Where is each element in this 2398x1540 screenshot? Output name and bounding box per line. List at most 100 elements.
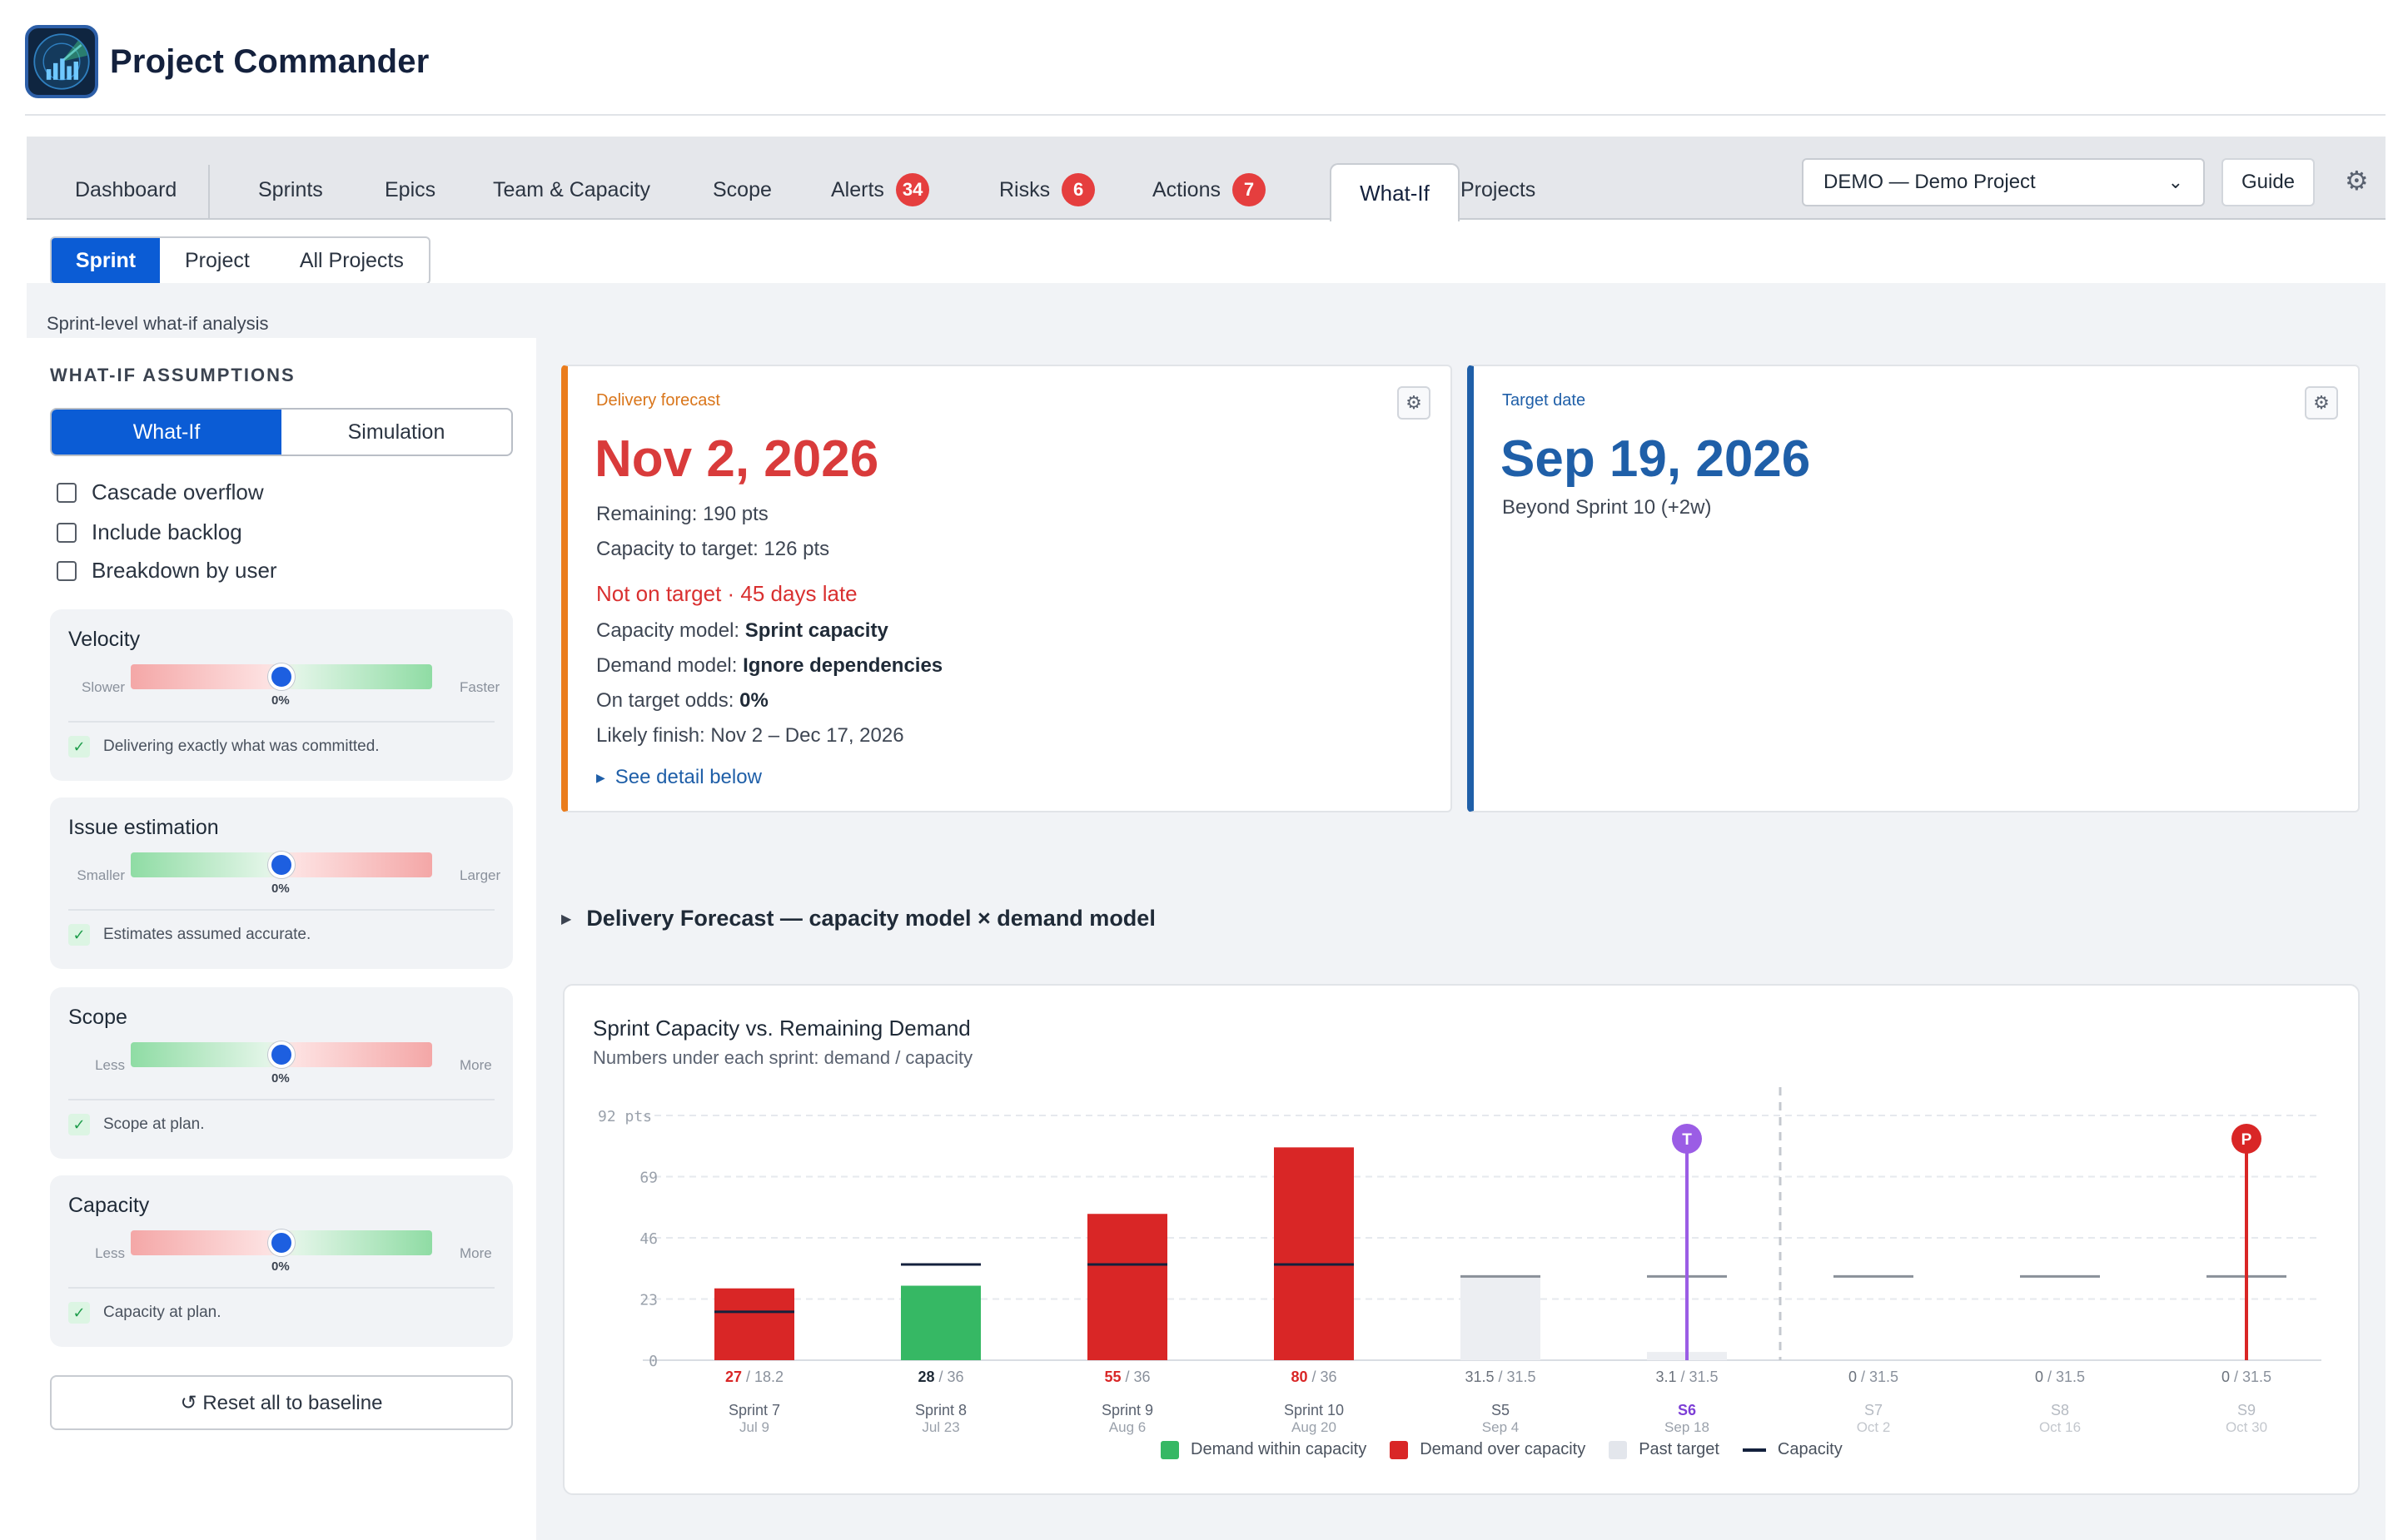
gear-icon[interactable]: ⚙	[1397, 386, 1430, 420]
tab-epics[interactable]: Epics	[385, 178, 435, 202]
tab-alerts[interactable]: Alerts 34	[831, 173, 930, 206]
target-date-card: ⚙ Target date Sep 19, 2026 Beyond Sprint…	[1467, 365, 2360, 812]
demand-capacity-label: 55 / 36	[1104, 1369, 1150, 1385]
legend-item-past: Past target	[1609, 1440, 1719, 1459]
legend-label: Demand within capacity	[1191, 1440, 1367, 1458]
checkbox-box[interactable]	[57, 522, 77, 543]
reset-baseline-button[interactable]: ↺ Reset all to baseline	[50, 1375, 513, 1430]
capacity-to-target-text: Capacity to target: 126 pts	[596, 538, 830, 560]
link-text: See detail below	[614, 766, 762, 788]
note-text: Scope at plan.	[103, 1115, 205, 1133]
assumptions-sidebar: WHAT-IF ASSUMPTIONS What-If Simulation C…	[27, 338, 536, 1540]
capacity-card: Capacity Less More 0% ✓ Capacity at plan.	[50, 1175, 513, 1347]
legend-swatch	[1742, 1448, 1766, 1452]
app-header: Project Commander	[25, 22, 430, 102]
sprint-date-label: Jul 9	[739, 1419, 769, 1435]
radar-chart-icon[interactable]	[25, 25, 98, 98]
mode-toggle: What-If Simulation	[50, 408, 513, 456]
gear-icon[interactable]: ⚙	[2305, 386, 2338, 420]
likely-finish-text: Likely finish: Nov 2 – Dec 17, 2026	[596, 724, 904, 747]
slider-value: 0%	[271, 693, 290, 708]
y-tick-label: 46	[639, 1230, 658, 1248]
odds-line: On target odds: 0%	[596, 689, 769, 713]
tab-label: Projects	[1460, 178, 1536, 201]
subtab-project[interactable]: Project	[185, 248, 250, 272]
see-detail-link[interactable]: ▶ See detail below	[596, 766, 762, 789]
check-icon: ✓	[68, 1302, 90, 1324]
demand-bar	[1087, 1214, 1167, 1360]
checkbox-label: Breakdown by user	[92, 558, 277, 583]
sprint-name-label: Sprint 8	[915, 1402, 967, 1418]
chart-subtitle: Numbers under each sprint: demand / capa…	[593, 1047, 973, 1068]
demand-bar	[714, 1288, 794, 1360]
breakdown-by-user-checkbox[interactable]: Breakdown by user	[57, 558, 277, 584]
delivery-forecast-section-toggle[interactable]: ▶ Delivery Forecast — capacity model × d…	[561, 906, 1156, 931]
legend-item-capacity: Capacity	[1742, 1440, 1843, 1459]
tab-label: What-If	[1360, 180, 1430, 206]
divider	[68, 909, 495, 911]
legend-item-within: Demand within capacity	[1161, 1440, 1366, 1459]
cascade-overflow-checkbox[interactable]: Cascade overflow	[57, 479, 264, 505]
tab-sprints[interactable]: Sprints	[258, 178, 323, 202]
tab-team-capacity[interactable]: Team & Capacity	[493, 178, 650, 202]
mode-simulation-button[interactable]: Simulation	[347, 420, 445, 444]
y-tick-label: 0	[649, 1353, 658, 1370]
tab-projects[interactable]: Projects	[1460, 178, 1535, 202]
guide-button[interactable]: Guide	[2221, 158, 2315, 206]
legend-item-over: Demand over capacity	[1390, 1440, 1585, 1459]
sprint-name-label: S9	[2237, 1402, 2256, 1418]
subtab-sprint[interactable]: Sprint	[52, 238, 160, 283]
velocity-card: Velocity Slower Faster 0% ✓ Delivering ex…	[50, 609, 513, 781]
slider-title: Capacity	[68, 1194, 150, 1217]
y-tick-label: 92 pts	[598, 1108, 652, 1125]
include-backlog-checkbox[interactable]: Include backlog	[57, 519, 242, 545]
tab-dashboard[interactable]: Dashboard	[75, 178, 177, 202]
demand-capacity-label: 28 / 36	[918, 1369, 963, 1385]
note-text: Capacity at plan.	[103, 1304, 221, 1321]
scope-card: Scope Less More 0% ✓ Scope at plan.	[50, 987, 513, 1159]
checkbox-box[interactable]	[57, 482, 77, 503]
subtab-all-projects[interactable]: All Projects	[299, 248, 404, 272]
slider-value: 0%	[271, 882, 290, 896]
demand-capacity-label: 0 / 31.5	[1848, 1369, 1898, 1385]
slider-handle[interactable]	[268, 1230, 295, 1256]
legend-label: Past target	[1639, 1440, 1719, 1458]
slider-handle[interactable]	[268, 663, 295, 690]
target-status: Not on target · 45 days late	[596, 581, 858, 606]
gear-icon[interactable]: ⚙	[2345, 166, 2369, 196]
tab-actions[interactable]: Actions 7	[1152, 173, 1266, 206]
slider-note: ✓ Delivering exactly what was committed.	[68, 736, 380, 758]
sprint-date-label: Sep 4	[1482, 1419, 1519, 1435]
checkbox-box[interactable]	[57, 560, 77, 581]
tab-label: Scope	[713, 178, 772, 201]
forecast-date: Nov 2, 2026	[595, 430, 879, 488]
demand-model-line: Demand model: Ignore dependencies	[596, 654, 943, 678]
checkbox-label: Cascade overflow	[92, 479, 264, 504]
tab-label: Team & Capacity	[493, 178, 650, 201]
slider-min-label: Smaller	[77, 867, 125, 883]
view-level-segmented: Sprint Project All Projects	[50, 236, 430, 285]
slider-value: 0%	[271, 1071, 290, 1085]
sprint-name-label: S5	[1491, 1402, 1510, 1418]
sprint-date-label: Jul 23	[922, 1419, 959, 1435]
sprint-name-label: S7	[1864, 1402, 1883, 1418]
slider-max-label: More	[460, 1057, 492, 1073]
divider	[68, 1287, 495, 1289]
check-icon: ✓	[68, 924, 90, 946]
divider	[68, 1099, 495, 1100]
sprint-date-label: Oct 16	[2039, 1419, 2081, 1435]
sprint-name-label: S6	[1678, 1402, 1696, 1418]
marker-letter: T	[1682, 1131, 1692, 1149]
target-label: Target date	[1502, 391, 1586, 410]
slider-handle[interactable]	[268, 852, 295, 878]
tab-what-if[interactable]: What-If	[1330, 163, 1460, 221]
divider	[68, 721, 495, 723]
forecast-label: Delivery forecast	[596, 391, 720, 410]
slider-handle[interactable]	[268, 1041, 295, 1068]
project-select[interactable]: DEMO — Demo Project ⌄	[1802, 158, 2205, 206]
tab-risks[interactable]: Risks 6	[999, 173, 1096, 206]
odds-label: On target odds:	[596, 689, 740, 712]
mode-what-if-button[interactable]: What-If	[52, 410, 281, 455]
check-icon: ✓	[68, 736, 90, 758]
tab-scope[interactable]: Scope	[713, 178, 772, 202]
